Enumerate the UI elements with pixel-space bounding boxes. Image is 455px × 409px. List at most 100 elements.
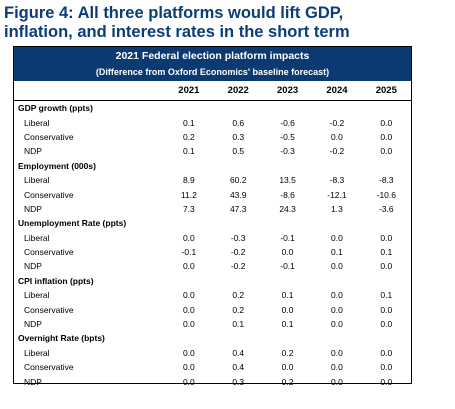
year-header: 2021: [164, 81, 214, 101]
table-row: Conservative -0.1 -0.2 0.0 0.1 0.1: [14, 245, 411, 259]
year-header-row: 2021 2022 2023 2024 2025: [14, 81, 411, 101]
value-cell: -10.6: [376, 189, 396, 200]
value-cell: 0.0: [182, 304, 195, 315]
table-row: NDP 7.3 47.3 24.3 1.3 -3.6: [14, 202, 411, 216]
value-cell: 0.0: [331, 347, 343, 358]
party-label: NDP: [24, 203, 42, 214]
value-cell: -0.6: [280, 117, 295, 128]
section-title: Overnight Rate (bpts): [18, 333, 105, 344]
value-cell: 0.0: [331, 304, 343, 315]
section-header-row: Unemployment Rate (ppts): [14, 216, 411, 230]
section-header-row: CPI inflation (ppts): [14, 274, 411, 288]
table-row: NDP 0.0 -0.2 -0.1 0.0 0.0: [14, 259, 411, 273]
table-row: Conservative 0.0 0.2 0.0 0.0 0.0: [14, 302, 411, 316]
value-cell: -12.1: [327, 189, 347, 200]
value-cell: -0.3: [230, 232, 246, 243]
value-cell: 0.0: [380, 232, 393, 243]
header-blank-cell: [14, 81, 165, 101]
value-cell: 0.0: [182, 376, 195, 387]
value-cell: 0.2: [232, 290, 245, 301]
value-cell: 0.6: [232, 117, 245, 128]
value-cell: 8.9: [182, 175, 195, 186]
table-title: 2021 Federal election platform impacts: [115, 50, 310, 62]
party-label: Liberal: [24, 175, 50, 186]
value-cell: 0.1: [182, 146, 195, 157]
impact-table-panel: 2021 Federal election platform impacts (…: [13, 46, 412, 387]
value-cell: 0.0: [182, 347, 195, 358]
value-cell: 0.0: [380, 376, 393, 387]
value-cell: 0.2: [232, 304, 245, 315]
value-cell: -0.5: [280, 131, 295, 142]
party-label: Conservative: [24, 131, 74, 142]
value-cell: 0.4: [232, 362, 245, 373]
value-cell: 47.3: [229, 203, 247, 214]
figure-title: Figure 4: All three platforms would lift…: [4, 4, 452, 42]
value-cell: 0.0: [182, 290, 195, 301]
value-cell: 0.0: [182, 319, 195, 330]
value-cell: 0.0: [380, 319, 393, 330]
table-subtitle: (Difference from Oxford Economics' basel…: [95, 67, 330, 77]
value-cell: 0.1: [182, 117, 195, 128]
value-cell: 0.2: [281, 376, 294, 387]
value-cell: 0.1: [281, 319, 294, 330]
value-cell: -0.2: [329, 146, 345, 157]
value-cell: 0.0: [331, 362, 343, 373]
party-label: NDP: [24, 146, 42, 157]
party-label: NDP: [24, 261, 42, 272]
party-label: NDP: [24, 319, 42, 330]
value-cell: 0.0: [182, 232, 195, 243]
value-cell: 60.2: [229, 175, 247, 186]
value-cell: 0.0: [182, 362, 195, 373]
value-cell: 0.0: [380, 347, 393, 358]
value-cell: 0.0: [331, 319, 343, 330]
value-cell: 0.0: [281, 362, 294, 373]
value-cell: 24.3: [279, 203, 296, 214]
value-cell: 0.0: [380, 131, 393, 142]
table-row: NDP 0.0 0.3 0.2 0.0 0.0: [14, 374, 411, 388]
table-row: Liberal 8.9 60.2 13.5 -8.3 -8.3: [14, 173, 411, 187]
table-row: NDP 0.0 0.1 0.1 0.0 0.0: [14, 317, 411, 331]
year-header: 2022: [213, 81, 263, 101]
party-label: Liberal: [24, 347, 50, 358]
table-row: Liberal 0.0 0.4 0.2 0.0 0.0: [14, 346, 411, 360]
section-title: Employment (000s): [18, 160, 96, 171]
party-label: Conservative: [24, 362, 74, 373]
party-label: Conservative: [24, 189, 74, 200]
value-cell: 0.0: [182, 261, 195, 272]
value-cell: 0.0: [331, 131, 343, 142]
table-row: Liberal 0.0 0.2 0.1 0.0 0.1: [14, 288, 411, 302]
value-cell: 43.9: [229, 189, 247, 200]
party-label: Conservative: [24, 304, 74, 315]
figure-title-line-1: Figure 4: All three platforms would lift…: [4, 4, 344, 22]
value-cell: 0.0: [380, 117, 393, 128]
value-cell: -0.2: [230, 261, 246, 272]
table-row: NDP 0.1 0.5 -0.3 -0.2 0.0: [14, 144, 411, 158]
table-banner: 2021 Federal election platform impacts (…: [14, 47, 411, 81]
value-cell: -8.3: [329, 175, 345, 186]
section-header-row: Overnight Rate (bpts): [14, 331, 411, 345]
value-cell: -0.1: [181, 247, 197, 258]
section-title: CPI inflation (ppts): [18, 275, 94, 286]
value-cell: 0.5: [232, 146, 245, 157]
value-cell: 0.0: [380, 304, 393, 315]
value-cell: 0.0: [380, 261, 393, 272]
value-cell: 11.2: [180, 189, 197, 200]
value-cell: 0.2: [182, 131, 195, 142]
value-cell: 0.2: [281, 347, 294, 358]
year-header: 2025: [361, 81, 411, 101]
value-cell: 0.0: [380, 362, 393, 373]
value-cell: -8.3: [378, 175, 394, 186]
year-header: 2024: [312, 81, 362, 101]
table-row: Conservative 11.2 43.9 -8.6 -12.1 -10.6: [14, 187, 411, 201]
value-cell: 1.3: [331, 203, 343, 214]
value-cell: 0.3: [232, 131, 245, 142]
party-label: Liberal: [24, 290, 50, 301]
value-cell: -0.3: [280, 146, 295, 157]
table-row: Liberal 0.0 -0.3 -0.1 0.0 0.0: [14, 231, 411, 245]
value-cell: 0.0: [281, 304, 294, 315]
value-cell: -0.2: [230, 247, 246, 258]
value-cell: -8.6: [280, 189, 295, 200]
party-label: Liberal: [24, 117, 50, 128]
table-row: Liberal 0.1 0.6 -0.6 -0.2 0.0: [14, 115, 411, 129]
value-cell: 13.5: [279, 175, 296, 186]
